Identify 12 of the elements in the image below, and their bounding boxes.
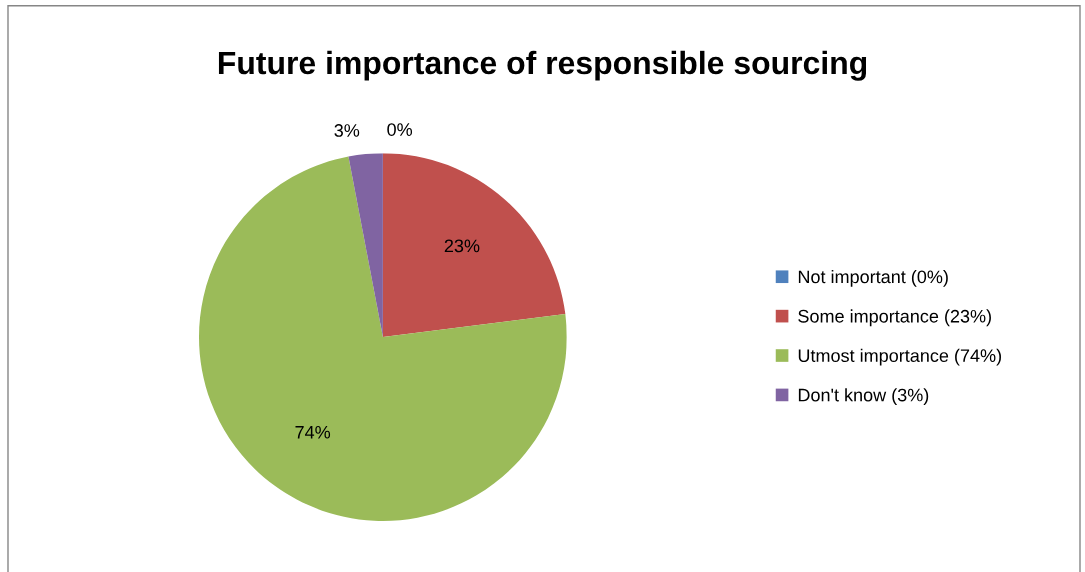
chart-title: Future importance of responsible sourcing: [218, 50, 867, 81]
data-label: 23%: [444, 239, 480, 253]
legend-label: Utmost importance (74%): [798, 348, 1001, 366]
pie-slice: [199, 156, 567, 521]
legend-label: Not important (0%): [798, 269, 948, 287]
data-label: 74%: [295, 425, 331, 439]
legend-label: Don't know (3%): [798, 388, 929, 405]
pie-slice: [382, 153, 566, 338]
data-label: 3%: [334, 124, 360, 137]
text: 0%: [387, 123, 413, 136]
pie-slice: [348, 153, 383, 338]
legend-label: Some importance (23%): [798, 309, 991, 327]
